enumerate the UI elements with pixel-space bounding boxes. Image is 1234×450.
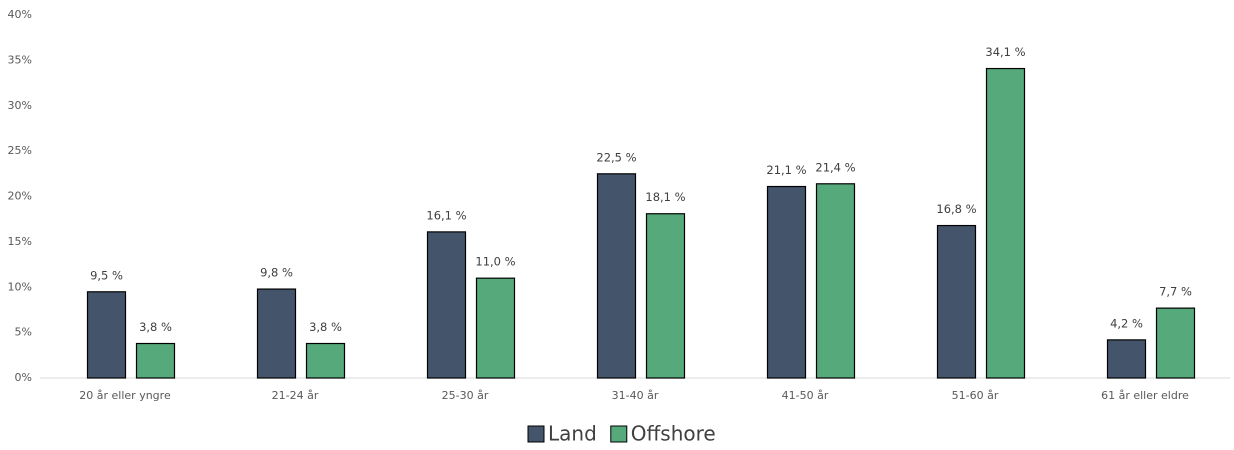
bar [256,288,297,379]
y-tick-label: 40% [8,8,32,21]
legend-label: Offshore [631,422,716,446]
y-tick-label: 35% [8,53,32,66]
bar [596,173,637,379]
y-tick-label: 0% [15,371,32,384]
bar [815,183,856,379]
value-label: 34,1 % [985,45,1025,59]
value-label: 9,8 % [260,266,293,280]
value-label: 16,8 % [936,202,976,216]
y-tick-label: 15% [8,235,32,248]
y-tick-label: 5% [15,326,32,339]
value-label: 16,1 % [426,208,466,222]
y-tick-label: 30% [8,99,32,112]
legend-label: Land [548,422,597,446]
value-label: 7,7 % [1159,285,1192,299]
bar [985,67,1026,379]
bar [766,185,807,379]
bar [1155,307,1196,379]
value-label: 21,4 % [815,160,855,174]
value-label: 22,5 % [596,150,636,164]
value-label: 3,8 % [139,320,172,334]
bar [645,213,686,379]
y-tick-label: 10% [8,280,32,293]
x-tick-label: 20 år eller yngre [79,389,171,402]
y-tick-label: 25% [8,144,32,157]
legend-swatch [610,425,628,443]
x-tick-label: 21-24 år [272,389,319,402]
bar [135,342,176,379]
x-tick-label: 41-50 år [782,389,829,402]
bar [305,342,346,379]
bar [86,291,127,379]
bar [936,224,977,379]
value-label: 18,1 % [645,190,685,204]
x-tick-label: 61 år eller eldre [1101,389,1189,402]
value-label: 21,1 % [766,163,806,177]
legend-swatch [527,425,545,443]
y-tick-label: 20% [8,190,32,203]
bar [1106,339,1147,379]
value-label: 3,8 % [309,320,342,334]
bar [475,277,516,379]
value-label: 9,5 % [90,268,123,282]
x-tick-label: 31-40 år [612,389,659,402]
bar [426,231,467,379]
value-label: 4,2 % [1110,316,1143,330]
x-tick-label: 51-60 år [952,389,999,402]
x-tick-label: 25-30 år [442,389,489,402]
value-label: 11,0 % [475,255,515,269]
